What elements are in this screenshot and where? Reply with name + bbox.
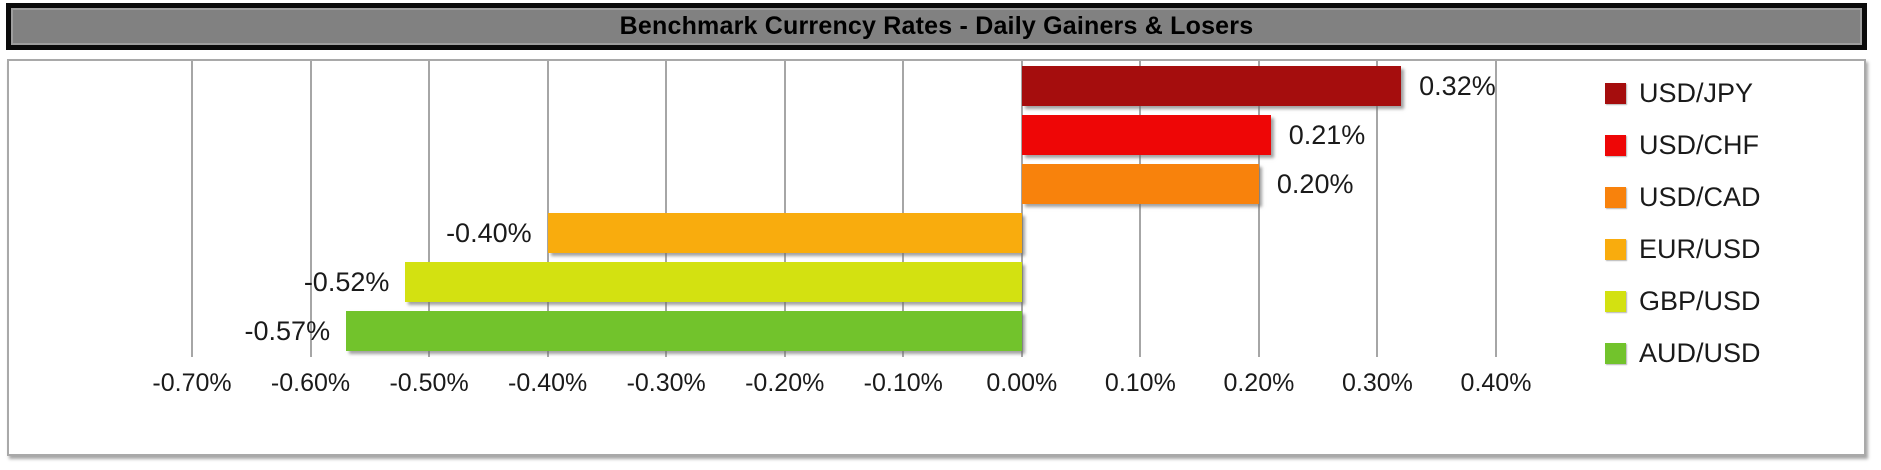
x-tick-label: -0.70%: [152, 369, 232, 397]
legend-label-gbp-usd: GBP/USD: [1639, 285, 1761, 316]
gridline--0-10-: [902, 61, 905, 357]
data-label-gbp-usd: -0.52%: [303, 267, 390, 297]
legend-swatch-usd-jpy: [1605, 82, 1626, 104]
chart-legend: USD/JPY USD/CHF USD/CAD EUR/USD GBP/USD AUD/U…: [1605, 67, 1761, 379]
x-tick-label: 0.40%: [1460, 369, 1532, 397]
bar-usd-cad: [1021, 164, 1259, 204]
legend-swatch-usd-chf: [1605, 134, 1626, 156]
gridline--0-70-: [191, 61, 193, 357]
x-tick-label: -0.10%: [863, 369, 943, 397]
gridline-0-20-: [1257, 61, 1260, 357]
gridline--0-40-: [546, 61, 549, 357]
legend-item-aud-usd: AUD/USD: [1605, 327, 1761, 379]
data-label-aud-usd: -0.57%: [244, 316, 331, 346]
x-tick-label: -0.20%: [745, 369, 825, 397]
legend-item-eur-usd: EUR/USD: [1605, 223, 1761, 275]
legend-item-gbp-usd: GBP/USD: [1605, 275, 1761, 327]
legend-label-usd-jpy: USD/JPY: [1639, 77, 1754, 108]
data-label-usd-chf: 0.21%: [1288, 120, 1366, 150]
bar-usd-chf: [1021, 115, 1271, 155]
bar-aud-usd: [346, 311, 1022, 351]
gridline--0-50-: [428, 61, 431, 357]
data-label-usd-jpy: 0.32%: [1419, 71, 1496, 101]
gridline--0-30-: [665, 61, 668, 357]
gridline-0-30-: [1376, 61, 1379, 357]
data-label-usd-cad: 0.20%: [1276, 169, 1354, 199]
legend-item-usd-jpy: USD/JPY: [1605, 67, 1761, 119]
x-tick-label: 0.20%: [1223, 369, 1295, 397]
x-tick-label: 0.00%: [986, 369, 1058, 397]
x-tick-label: -0.50%: [389, 369, 469, 397]
x-tick-label: -0.60%: [270, 369, 351, 397]
legend-label-usd-cad: USD/CAD: [1639, 181, 1761, 212]
chart-title-bar: Benchmark Currency Rates - Daily Gainers…: [6, 3, 1867, 50]
gridline-0-10-: [1139, 61, 1142, 357]
legend-label-usd-chf: USD/CHF: [1639, 129, 1759, 160]
gridline--0-60-: [309, 61, 312, 357]
gridline--0-20-: [783, 61, 786, 357]
x-tick-label: 0.10%: [1104, 369, 1176, 397]
legend-label-eur-usd: EUR/USD: [1639, 233, 1761, 264]
legend-swatch-usd-cad: [1605, 186, 1626, 208]
bar-gbp-usd: [405, 262, 1022, 302]
legend-label-aud-usd: AUD/USD: [1639, 337, 1761, 368]
x-tick-label: -0.30%: [626, 369, 706, 397]
chart-title: Benchmark Currency Rates - Daily Gainers…: [619, 12, 1254, 40]
data-label-eur-usd: -0.40%: [446, 218, 532, 248]
gridline-0-00-: [1020, 61, 1023, 357]
legend-swatch-gbp-usd: [1605, 290, 1626, 312]
bar-usd-jpy: [1021, 66, 1402, 106]
chart-frame: -0.70% -0.60% -0.50% -0.40% -0.30% -0.20% -0.1…: [7, 59, 1866, 456]
x-tick-label: 0.30%: [1342, 369, 1413, 397]
legend-swatch-eur-usd: [1605, 238, 1626, 260]
plot-area: -0.70% -0.60% -0.50% -0.40% -0.30% -0.20% -0.1…: [152, 61, 1531, 397]
gridline-0-40-: [1495, 61, 1497, 357]
bar-eur-usd: [547, 213, 1022, 253]
legend-item-usd-chf: USD/CHF: [1605, 119, 1761, 171]
legend-item-usd-cad: USD/CAD: [1605, 171, 1761, 223]
legend-swatch-aud-usd: [1605, 342, 1626, 364]
x-tick-label: -0.40%: [508, 369, 588, 397]
